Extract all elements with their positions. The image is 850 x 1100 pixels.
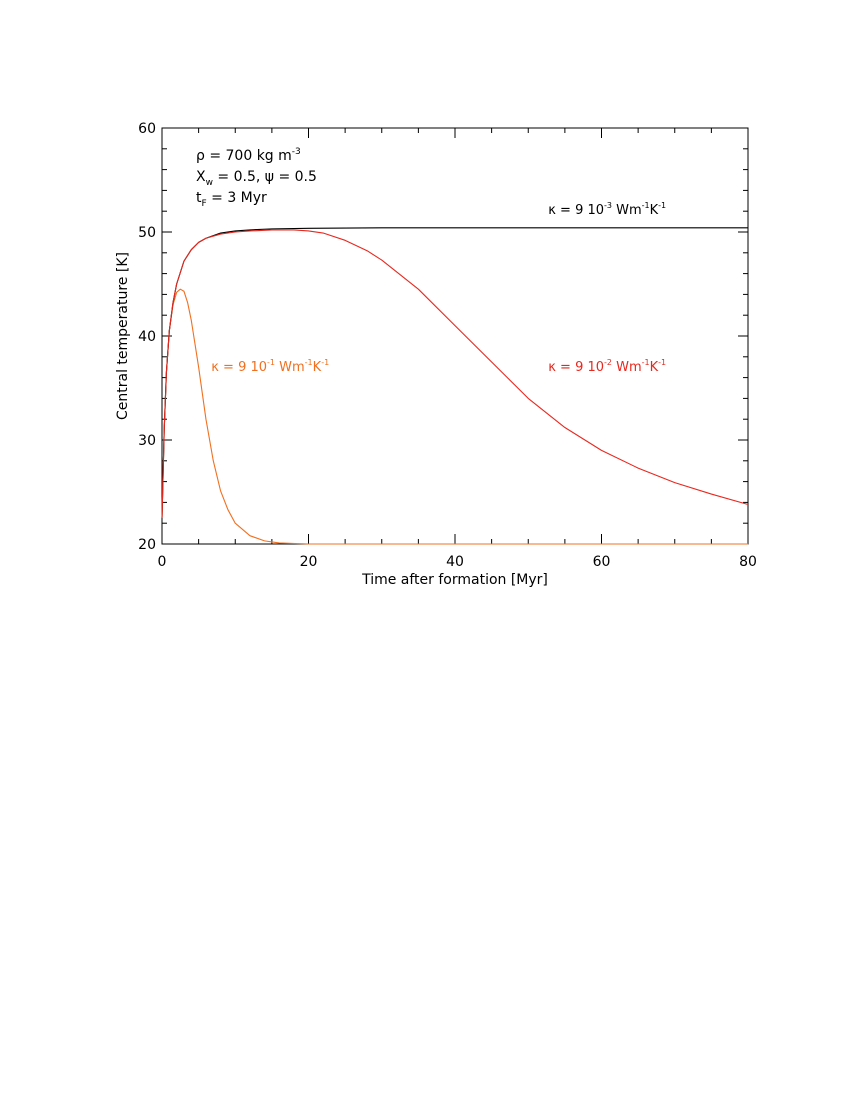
series-label-1: κ = 9 10-3 Wm-1K-1	[548, 201, 666, 218]
y-tick-label: 30	[138, 433, 156, 449]
y-tick-label: 60	[138, 121, 156, 137]
series-label-3: κ = 9 10-1 Wm-1K-1	[211, 358, 329, 375]
x-tick-label: 20	[300, 554, 318, 570]
parameter-box: ρ = 700 kg m-3 Xw = 0.5, ψ = 0.5 tF = 3 My…	[196, 147, 317, 209]
param-xw-psi: Xw = 0.5, ψ = 0.5	[196, 169, 317, 188]
series-line-2	[161, 229, 749, 519]
param-tf: tF = 3 Myr	[196, 190, 267, 209]
param-density: ρ = 700 kg m-3	[196, 147, 301, 164]
x-tick-label: 40	[446, 554, 464, 570]
y-tick-label: 50	[138, 225, 156, 241]
axis-ticks	[161, 127, 749, 545]
series-group	[161, 227, 749, 545]
x-tick-label: 80	[739, 554, 757, 570]
x-tick-label: 60	[593, 554, 611, 570]
series-line-3	[161, 288, 748, 545]
y-tick-label: 40	[138, 329, 156, 345]
x-tick-label: 0	[158, 554, 167, 570]
y-tick-label: 20	[138, 537, 156, 553]
x-axis-label: Time after formation [Myr]	[361, 572, 548, 588]
y-axis-label: Central temperature [K]	[115, 252, 131, 420]
series-annotations: κ = 9 10-3 Wm-1K-1 κ = 9 10-2 Wm-1K-1 κ = …	[211, 201, 666, 375]
series-label-2: κ = 9 10-2 Wm-1K-1	[548, 358, 666, 375]
